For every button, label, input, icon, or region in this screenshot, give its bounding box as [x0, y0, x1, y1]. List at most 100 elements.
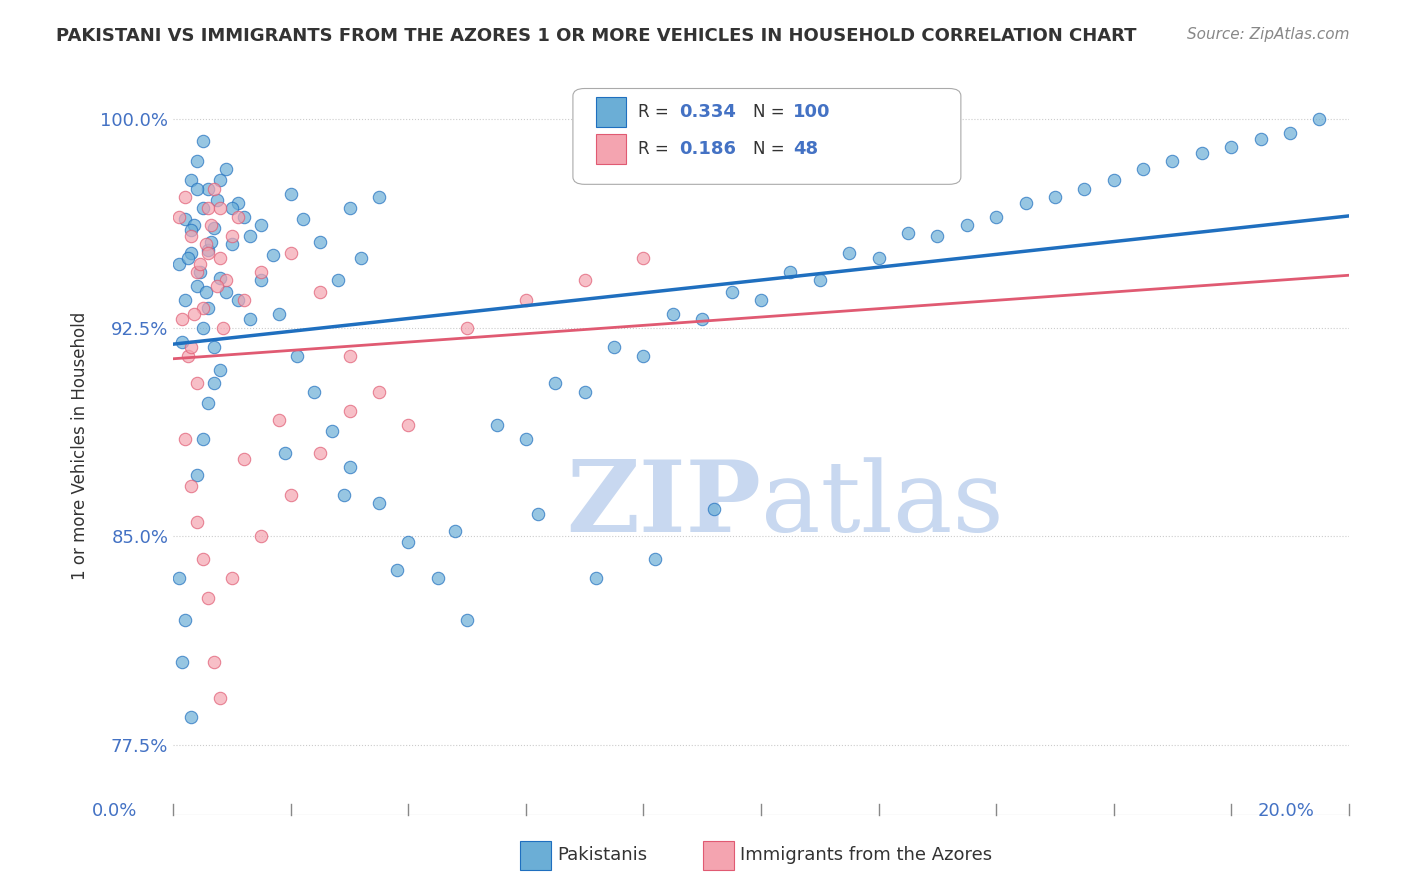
Point — [207, 193, 229, 207]
Point — [1102, 173, 1125, 187]
Point — [191, 301, 214, 316]
Point — [180, 223, 202, 237]
Point — [720, 285, 742, 299]
Point — [309, 285, 332, 299]
Text: atlas: atlas — [761, 457, 1004, 553]
Point — [396, 535, 419, 549]
Text: 48: 48 — [793, 140, 818, 158]
Point — [332, 488, 354, 502]
Point — [212, 320, 235, 334]
Point — [180, 340, 202, 354]
Point — [186, 265, 208, 279]
Point — [456, 613, 478, 627]
Point — [280, 488, 302, 502]
Point — [956, 218, 979, 232]
FancyBboxPatch shape — [572, 88, 960, 185]
Point — [368, 496, 391, 510]
Point — [232, 293, 254, 307]
Point — [285, 349, 308, 363]
Point — [167, 210, 190, 224]
Point — [215, 162, 238, 177]
Point — [444, 524, 467, 538]
Point — [191, 432, 214, 446]
Point — [368, 190, 391, 204]
Point — [239, 312, 262, 326]
Point — [291, 212, 314, 227]
Point — [339, 459, 361, 474]
Point — [396, 418, 419, 433]
Point — [250, 265, 273, 279]
Point — [186, 516, 208, 530]
Point — [180, 229, 202, 244]
Point — [304, 384, 326, 399]
Point — [544, 376, 567, 391]
Point — [191, 201, 214, 215]
Point — [574, 273, 596, 287]
Point — [202, 655, 225, 669]
Point — [808, 273, 831, 287]
Point — [191, 320, 214, 334]
Point — [197, 182, 219, 196]
Point — [1161, 153, 1184, 168]
Point — [515, 432, 537, 446]
Point — [177, 349, 200, 363]
Point — [197, 245, 219, 260]
Point — [226, 293, 249, 307]
Point — [209, 173, 232, 187]
Point — [202, 376, 225, 391]
Point — [644, 551, 666, 566]
Text: R =: R = — [637, 103, 673, 121]
Point — [180, 173, 202, 187]
Point — [250, 218, 273, 232]
Point — [585, 571, 607, 585]
Point — [262, 248, 284, 262]
Text: 100: 100 — [793, 103, 831, 121]
Point — [1250, 131, 1272, 145]
Point — [574, 384, 596, 399]
Point — [274, 446, 297, 460]
Point — [202, 220, 225, 235]
Text: 0.0%: 0.0% — [91, 802, 136, 820]
Point — [280, 187, 302, 202]
Point — [690, 312, 713, 326]
Text: Immigrants from the Azores: Immigrants from the Azores — [740, 847, 991, 864]
Point — [194, 285, 217, 299]
Point — [515, 293, 537, 307]
Point — [456, 320, 478, 334]
Point — [485, 418, 508, 433]
Point — [221, 237, 243, 252]
Point — [927, 229, 949, 244]
Point — [267, 412, 290, 426]
Point — [200, 235, 222, 249]
Point — [339, 404, 361, 418]
Point — [603, 340, 626, 354]
Point — [177, 252, 200, 266]
Point — [188, 257, 211, 271]
Point — [1043, 190, 1066, 204]
Point — [1014, 195, 1036, 210]
Text: R =: R = — [637, 140, 673, 158]
Point — [209, 201, 232, 215]
Point — [662, 307, 685, 321]
Point — [167, 257, 190, 271]
Point — [984, 210, 1007, 224]
Point — [174, 212, 197, 227]
Point — [170, 655, 193, 669]
FancyBboxPatch shape — [596, 97, 626, 127]
Y-axis label: 1 or more Vehicles in Household: 1 or more Vehicles in Household — [72, 312, 89, 580]
Point — [385, 563, 408, 577]
Text: PAKISTANI VS IMMIGRANTS FROM THE AZORES 1 OR MORE VEHICLES IN HOUSEHOLD CORRELAT: PAKISTANI VS IMMIGRANTS FROM THE AZORES … — [56, 27, 1136, 45]
Point — [326, 273, 349, 287]
Point — [170, 334, 193, 349]
Point — [186, 468, 208, 483]
Point — [197, 243, 219, 257]
Point — [221, 571, 243, 585]
Point — [197, 301, 219, 316]
Point — [202, 340, 225, 354]
Point — [321, 424, 343, 438]
Point — [194, 237, 217, 252]
Point — [186, 153, 208, 168]
Point — [1132, 162, 1154, 177]
Point — [868, 252, 890, 266]
Point — [339, 201, 361, 215]
